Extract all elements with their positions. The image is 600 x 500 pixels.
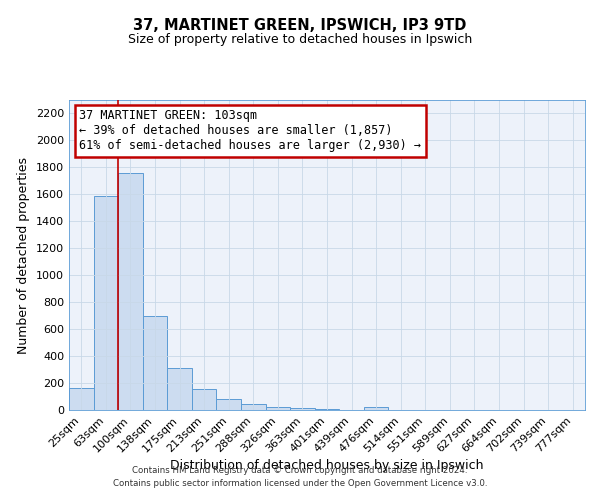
Bar [217, 399, 241, 410]
X-axis label: Distribution of detached houses by size in Ipswich: Distribution of detached houses by size … [170, 460, 484, 472]
Bar [94, 196, 118, 410]
Bar [69, 388, 94, 410]
Text: Contains HM Land Registry data © Crown copyright and database right 2024.
Contai: Contains HM Land Registry data © Crown c… [113, 466, 487, 487]
Text: Size of property relative to detached houses in Ipswich: Size of property relative to detached ho… [128, 32, 472, 46]
Bar [364, 408, 388, 410]
Bar [266, 408, 290, 410]
Text: 37, MARTINET GREEN, IPSWICH, IP3 9TD: 37, MARTINET GREEN, IPSWICH, IP3 9TD [133, 18, 467, 32]
Bar [118, 173, 143, 410]
Bar [241, 404, 266, 410]
Text: 37 MARTINET GREEN: 103sqm
← 39% of detached houses are smaller (1,857)
61% of se: 37 MARTINET GREEN: 103sqm ← 39% of detac… [79, 110, 421, 152]
Bar [143, 316, 167, 410]
Bar [167, 368, 192, 410]
Bar [315, 408, 339, 410]
Bar [192, 389, 217, 410]
Y-axis label: Number of detached properties: Number of detached properties [17, 156, 31, 354]
Bar [290, 408, 315, 410]
